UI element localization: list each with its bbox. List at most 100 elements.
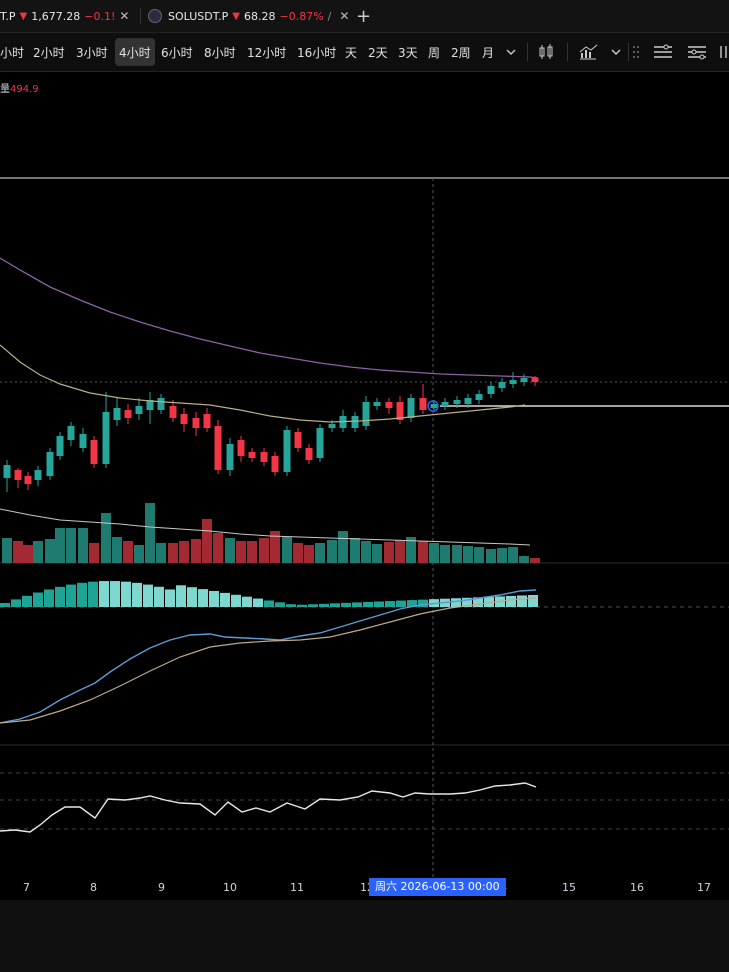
volume-bar (384, 542, 394, 563)
x-axis-label: 16 (630, 881, 644, 894)
timeframe-1w[interactable]: 周 (428, 45, 441, 60)
candle (67, 426, 75, 440)
macd-histogram-bar (0, 603, 10, 607)
macd-histogram-bar (110, 581, 120, 607)
timeframe-6h[interactable]: 6小时 (161, 45, 193, 60)
symbol-tab-bar: T.P ▼ 1,677.28 −0.1! ✕ SOLUSDT.P ▼ 68.28… (0, 0, 729, 33)
ma-short-line (0, 344, 526, 423)
close-icon[interactable]: ✕ (119, 9, 130, 23)
tab-price: 1,677.28 (31, 9, 81, 23)
macd-histogram-bar (66, 584, 76, 607)
drag-handle-icon[interactable] (632, 33, 640, 71)
candle-style-icon[interactable] (537, 33, 555, 71)
candle (441, 402, 449, 406)
settings-icon[interactable] (686, 33, 708, 71)
macd-histogram-bar (374, 601, 384, 607)
volume-bar (270, 531, 280, 563)
candle (180, 414, 188, 424)
x-axis-label: 15 (562, 881, 576, 894)
signal-line (0, 597, 537, 724)
volume-bar (78, 528, 88, 563)
volume-bar (145, 503, 155, 563)
x-axis-label: 7 (23, 881, 30, 894)
macd-histogram-bar (11, 599, 21, 607)
candle (135, 406, 143, 414)
candle (464, 398, 472, 404)
timeframe-1d[interactable]: 天 (345, 45, 358, 60)
macd-histogram-bar (77, 582, 87, 607)
candle (237, 440, 245, 456)
timeframe-2w[interactable]: 2周 (451, 45, 471, 60)
macd-histogram-bar (22, 595, 32, 607)
candle (157, 398, 165, 410)
volume-bar (293, 543, 303, 563)
macd-histogram-bar (352, 602, 362, 607)
volume-bar (338, 531, 348, 563)
macd-histogram-bar (264, 600, 274, 607)
macd-histogram-bar (187, 587, 197, 607)
chevron-down-icon[interactable] (505, 33, 517, 71)
candle (385, 402, 393, 408)
x-axis-label: 11 (290, 881, 304, 894)
macd-histogram-bar (451, 598, 461, 607)
layout-icon[interactable] (652, 33, 674, 71)
candle (214, 426, 222, 470)
macd-histogram-bar (231, 594, 241, 607)
candle (509, 380, 517, 384)
macd-histogram-bar (220, 592, 230, 607)
timeframe-1m[interactable]: 月 (482, 45, 495, 60)
candle (430, 404, 438, 408)
close-icon[interactable]: ✕ (339, 9, 350, 23)
add-tab-icon[interactable]: + (356, 5, 372, 27)
timeframe-3d[interactable]: 3天 (398, 45, 418, 60)
tab-change: −0.1! (84, 9, 116, 23)
volume-bar (440, 545, 450, 563)
volume-bar (112, 537, 122, 563)
macd-histogram-bar (341, 602, 351, 607)
candle (79, 434, 87, 448)
volume-legend: 量494.9 (0, 80, 39, 95)
macd-histogram-bar (418, 599, 428, 607)
macd-histogram-bar (154, 586, 164, 607)
symbol-tab-sol[interactable]: SOLUSDT.P ▼ 68.28 −0.87% / ✕ (148, 0, 349, 32)
tab-price: 68.28 (243, 9, 276, 23)
chevron-down-icon[interactable] (610, 33, 622, 71)
more-tools-icon[interactable] (718, 33, 729, 71)
volume-bar (13, 541, 23, 563)
timeframe-12h[interactable]: 12小时 (247, 45, 287, 60)
timeframe-2d[interactable]: 2天 (368, 45, 388, 60)
volume-bar (530, 558, 540, 563)
macd-histogram-bar (286, 604, 296, 607)
candle (14, 470, 22, 480)
candle (260, 452, 268, 462)
macd-histogram-bar (363, 601, 373, 607)
candle (271, 456, 279, 472)
candle (362, 402, 370, 426)
macd-histogram-bar (473, 597, 483, 607)
x-axis-label: 9 (158, 881, 165, 894)
macd-histogram-bar (308, 604, 318, 607)
volume-bar (225, 538, 235, 563)
volume-bar (23, 545, 33, 563)
timeframe-8h[interactable]: 8小时 (204, 45, 236, 60)
x-axis-label: 17 (697, 881, 711, 894)
timeframe-1h[interactable]: 小时 (0, 45, 25, 60)
volume-bar (33, 541, 43, 563)
candle (487, 386, 495, 394)
timeframe-2h[interactable]: 2小时 (33, 45, 65, 60)
macd-histogram-bar (517, 595, 527, 607)
price-chart[interactable] (0, 72, 729, 900)
volume-bar (418, 541, 428, 563)
timeframe-16h[interactable]: 16小时 (297, 45, 337, 60)
timeframe-4h[interactable]: 4小时 (115, 38, 155, 66)
timeframe-3h[interactable]: 3小时 (76, 45, 108, 60)
volume-bar (315, 543, 325, 563)
volume-bar (486, 549, 496, 563)
indicators-icon[interactable] (578, 33, 600, 71)
volume-bar (89, 543, 99, 563)
candle (34, 470, 42, 480)
crosshair-marker (427, 400, 439, 412)
candle (226, 444, 234, 470)
symbol-tab-eth[interactable]: T.P ▼ 1,677.28 −0.1! ✕ (0, 0, 129, 32)
macd-histogram-bar (143, 584, 153, 607)
